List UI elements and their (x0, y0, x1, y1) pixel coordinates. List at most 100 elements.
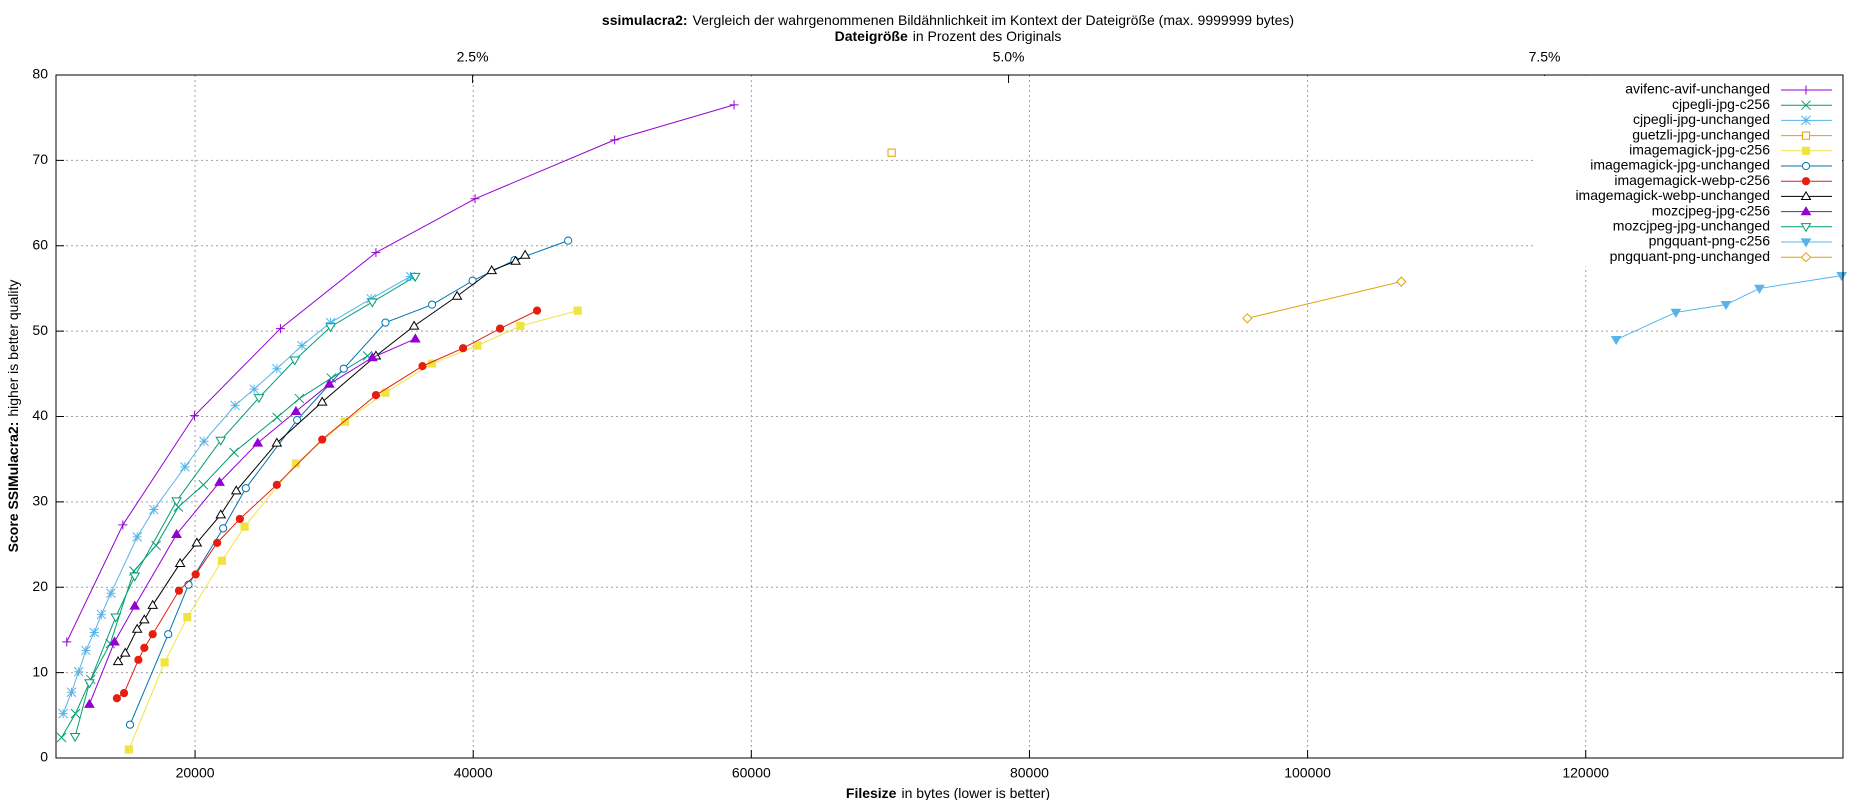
marker (291, 459, 301, 468)
x2-tick-label: 5.0% (993, 49, 1025, 65)
marker (80, 645, 91, 656)
x2-tick-label: 2.5% (457, 49, 489, 65)
marker (1720, 301, 1732, 311)
marker (1610, 336, 1622, 346)
marker (729, 100, 739, 110)
legend-marker (1801, 177, 1811, 186)
marker (160, 658, 169, 667)
marker (1396, 276, 1407, 287)
series-line (116, 310, 538, 699)
x-tick-label: 60000 (732, 765, 771, 781)
y-tick-label: 40 (32, 407, 48, 423)
marker (381, 318, 390, 327)
legend-marker (1801, 161, 1811, 171)
y-tick-label: 20 (32, 578, 48, 594)
marker (275, 324, 285, 334)
legend-background (1534, 76, 1842, 267)
marker (240, 522, 249, 531)
marker (198, 479, 209, 490)
x2-axis-label: Dateigröße in Prozent des Originals (835, 28, 1062, 44)
marker (112, 656, 124, 666)
legend-label: pngquant-png-unchanged (1610, 248, 1770, 264)
marker (56, 732, 67, 743)
marker (516, 321, 525, 331)
series-line (62, 276, 411, 714)
x-axis-label: Filesize in bytes (lower is better) (846, 785, 1050, 800)
x-tick-label: 120000 (1562, 765, 1609, 781)
marker (253, 394, 265, 404)
marker (129, 572, 141, 582)
marker (532, 306, 542, 315)
marker (164, 630, 173, 639)
marker (131, 623, 143, 633)
legend-label: avifenc-avif-unchanged (1625, 81, 1770, 97)
y-axis-label: Score SSIMulacra2: higher is better quali… (5, 280, 21, 553)
legend-marker (1801, 146, 1811, 155)
marker (1670, 308, 1682, 318)
legend-label: mozcjpeg-jpg-unchanged (1613, 218, 1770, 234)
legend-label: guetzli-jpg-unchanged (1632, 126, 1770, 142)
marker (290, 405, 302, 416)
marker (174, 586, 184, 595)
marker (110, 613, 122, 623)
legend-marker (1800, 223, 1812, 233)
marker (409, 272, 421, 282)
x-tick-label: 20000 (176, 765, 215, 781)
marker (217, 556, 227, 565)
marker (84, 679, 95, 689)
x-label-text: in bytes (lower is better) (901, 785, 1050, 800)
marker (230, 485, 242, 495)
legend-marker (1801, 131, 1811, 140)
marker (134, 655, 143, 664)
marker (519, 249, 531, 259)
y-tick-label: 0 (40, 749, 48, 765)
marker (366, 298, 378, 308)
marker (564, 236, 573, 245)
marker (171, 528, 182, 538)
marker (147, 599, 159, 609)
marker (1754, 284, 1765, 294)
marker (118, 520, 128, 530)
marker (125, 720, 135, 729)
marker (112, 694, 121, 703)
marker (495, 324, 505, 333)
marker (124, 745, 133, 754)
marker (180, 462, 190, 472)
legend-label: cjpegli-jpg-unchanged (1633, 111, 1770, 127)
marker (573, 306, 582, 315)
legend-label: cjpegli-jpg-c256 (1672, 96, 1770, 112)
marker (66, 687, 77, 698)
marker (381, 388, 390, 397)
marker (96, 609, 107, 620)
marker (229, 447, 239, 458)
marker (119, 689, 129, 698)
title-bold: ssimulacra2: (602, 12, 688, 28)
marker (458, 344, 468, 353)
legend-marker (1801, 85, 1811, 95)
marker (189, 411, 199, 421)
title-text: Vergleich der wahrgenommenen Bildähnlich… (693, 12, 1295, 28)
marker (140, 643, 149, 652)
marker (58, 708, 69, 719)
legend-marker (1800, 251, 1812, 263)
marker (297, 340, 307, 351)
y-tick-label: 30 (32, 493, 48, 509)
marker (289, 356, 301, 366)
marker (174, 557, 186, 567)
y-tick-label: 70 (32, 151, 48, 167)
marker (427, 300, 437, 309)
marker (138, 614, 150, 624)
marker (106, 588, 116, 599)
marker (323, 378, 335, 388)
marker (371, 391, 381, 400)
series-line (1247, 281, 1402, 319)
series-line (129, 240, 569, 725)
legend-marker (1801, 100, 1811, 111)
marker (69, 733, 81, 743)
y-tick-label: 80 (32, 66, 48, 82)
marker (214, 476, 225, 486)
marker (316, 396, 328, 406)
x-tick-label: 100000 (1284, 765, 1331, 781)
